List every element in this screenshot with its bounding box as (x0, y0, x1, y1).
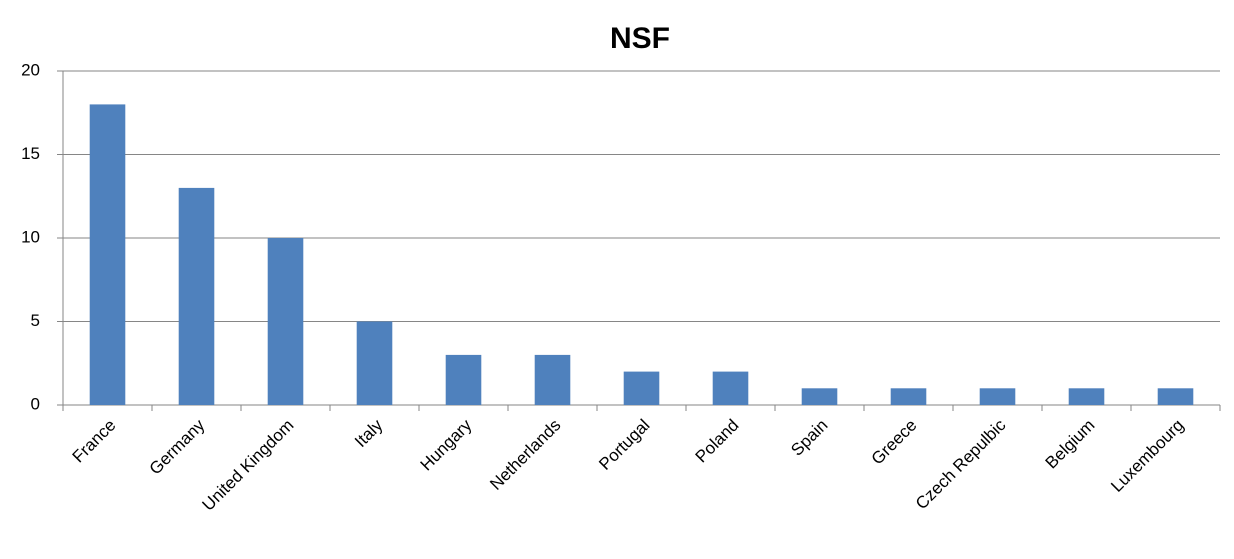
bar (178, 187, 215, 405)
bar (712, 371, 749, 405)
bar (267, 238, 304, 405)
bar (801, 388, 838, 405)
x-tick-label: Poland (692, 416, 743, 467)
bar (979, 388, 1016, 405)
bar (356, 321, 393, 405)
x-tick-label: Germany (146, 415, 209, 478)
x-tick-label: Belgium (1042, 416, 1099, 473)
chart-title: NSF (610, 22, 670, 55)
y-tick-label: 5 (31, 311, 40, 330)
x-tick-label: Italy (351, 415, 387, 451)
x-tick-label: Hungary (417, 415, 476, 474)
x-tick-label: Luxembourg (1107, 416, 1187, 496)
x-tick-label: Netherlands (486, 416, 564, 494)
y-tick-label: 10 (21, 227, 40, 246)
y-tick-label: 0 (31, 394, 40, 413)
bar (1068, 388, 1105, 405)
x-tick-label: Spain (787, 416, 831, 460)
bar (1157, 388, 1194, 405)
bar (89, 104, 126, 406)
bar (534, 354, 571, 405)
y-tick-label: 20 (21, 60, 40, 79)
bar (623, 371, 660, 405)
x-tick-label: France (69, 416, 120, 467)
y-tick-label: 15 (21, 144, 40, 163)
x-tick-label: Portugal (595, 416, 653, 474)
bar (445, 354, 482, 405)
x-tick-label: United Kingdom (199, 416, 298, 515)
bar (890, 388, 927, 405)
x-tick-label: Czech Repulbic (912, 415, 1010, 513)
x-tick-label: Greece (868, 416, 921, 469)
